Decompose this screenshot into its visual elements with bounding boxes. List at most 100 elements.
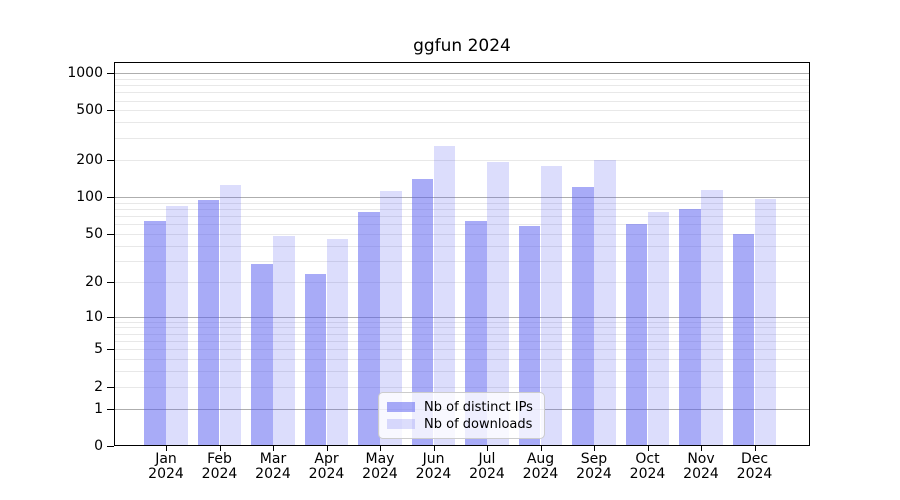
y-tick-label: 50 — [85, 225, 103, 242]
y-gridline-minor — [115, 208, 809, 210]
x-tick-mark — [701, 446, 702, 451]
y-gridline-minor — [115, 349, 809, 351]
x-tick-label: Jul 2024 — [469, 451, 505, 482]
x-tick-label: May 2024 — [362, 451, 398, 482]
x-tick-label: Jun 2024 — [415, 451, 452, 482]
y-tick-mark — [107, 73, 114, 74]
y-gridline-minor — [115, 202, 809, 204]
y-tick-mark — [107, 446, 114, 447]
legend-item-downloads: Nb of downloads — [387, 416, 535, 432]
y-tick-label: 10 — [85, 308, 103, 325]
y-gridline-minor — [115, 340, 809, 342]
bar-downloads — [594, 159, 616, 446]
bar-distinct-ips — [411, 178, 434, 446]
legend-item-distinct-ips: Nb of distinct IPs — [387, 399, 535, 415]
y-tick-mark — [107, 160, 114, 161]
bar-distinct-ips — [358, 211, 380, 446]
y-gridline-major — [115, 316, 809, 318]
y-tick-label: 200 — [76, 151, 103, 168]
x-tick-mark — [326, 446, 328, 451]
x-tick-label: Dec 2024 — [736, 451, 773, 482]
x-tick-mark — [433, 446, 435, 451]
y-gridline-minor — [115, 327, 809, 329]
bar-downloads — [647, 212, 670, 446]
y-gridline-major — [115, 73, 809, 74]
bar-downloads — [754, 198, 777, 446]
x-tick-label: Feb 2024 — [201, 451, 238, 482]
x-tick-label: Aug 2024 — [522, 451, 559, 482]
bar-downloads — [166, 205, 188, 446]
bar-downloads — [326, 239, 349, 446]
bar-downloads — [487, 161, 509, 446]
y-tick-label: 20 — [85, 273, 103, 290]
legend: Nb of distinct IPs Nb of downloads — [378, 392, 545, 439]
bar-downloads — [701, 189, 723, 446]
y-tick-mark — [107, 110, 114, 111]
y-gridline-minor — [115, 371, 809, 373]
y-gridline-minor — [115, 281, 809, 283]
y-tick-mark — [107, 349, 114, 350]
bar-distinct-ips — [625, 224, 648, 446]
y-tick-mark — [107, 387, 114, 388]
bar-distinct-ips — [572, 186, 594, 446]
y-tick-label: 500 — [76, 102, 103, 119]
bar-distinct-ips — [144, 220, 166, 446]
y-tick-mark — [107, 234, 114, 235]
x-tick-mark — [380, 446, 381, 451]
y-gridline-minor — [115, 100, 809, 102]
y-tick-mark — [107, 317, 114, 318]
y-tick-label: 0 — [94, 438, 103, 454]
bar-distinct-ips — [197, 199, 220, 446]
bar-distinct-ips — [518, 225, 541, 446]
y-gridline-minor — [115, 110, 809, 112]
bar-distinct-ips — [251, 264, 273, 446]
y-gridline-minor — [115, 215, 809, 217]
y-tick-label: 5 — [94, 341, 103, 358]
y-gridline-minor — [115, 78, 809, 80]
y-gridline-minor — [115, 159, 809, 161]
y-tick-label: 1 — [94, 400, 103, 417]
x-tick-label: Sep 2024 — [576, 451, 612, 482]
x-tick-mark — [273, 446, 274, 451]
y-gridline-major — [115, 196, 809, 198]
x-tick-label: Jan 2024 — [148, 451, 184, 482]
y-gridline-minor — [115, 333, 809, 335]
x-tick-mark — [219, 446, 221, 451]
bar-downloads — [273, 235, 295, 446]
y-gridline-minor — [115, 85, 809, 86]
bar-distinct-ips — [732, 233, 755, 446]
x-tick-label: Apr 2024 — [308, 451, 345, 482]
bar-downloads — [219, 184, 242, 446]
bar-distinct-ips — [304, 274, 327, 446]
y-tick-label: 100 — [76, 188, 103, 205]
y-gridline-minor — [115, 224, 809, 225]
y-tick-mark — [107, 197, 114, 198]
y-gridline-minor — [115, 386, 809, 388]
x-tick-mark — [487, 446, 488, 451]
y-gridline-minor — [115, 233, 809, 235]
x-tick-mark — [647, 446, 649, 451]
x-tick-label: Mar 2024 — [255, 451, 291, 482]
x-tick-label: Oct 2024 — [629, 451, 666, 482]
x-tick-mark — [166, 446, 167, 451]
bar-downloads — [380, 190, 402, 446]
bar-distinct-ips — [465, 220, 487, 446]
legend-swatch-distinct-ips — [387, 402, 415, 412]
legend-swatch-downloads — [387, 419, 415, 429]
y-gridline-minor — [115, 359, 809, 361]
x-tick-label: Nov 2024 — [683, 451, 719, 482]
x-tick-mark — [594, 446, 595, 451]
y-tick-label: 1000 — [67, 65, 103, 81]
y-gridline-minor — [115, 137, 809, 139]
bar-distinct-ips — [679, 208, 701, 446]
y-gridline-minor — [115, 321, 809, 323]
y-tick-label: 2 — [94, 378, 103, 395]
y-tick-mark — [107, 409, 114, 410]
y-gridline-minor — [115, 122, 809, 124]
bar-downloads — [540, 165, 563, 446]
chart-title: ggfun 2024 — [413, 36, 511, 56]
bar-downloads — [433, 146, 456, 446]
y-gridline-minor — [115, 260, 809, 262]
x-tick-mark — [754, 446, 756, 451]
